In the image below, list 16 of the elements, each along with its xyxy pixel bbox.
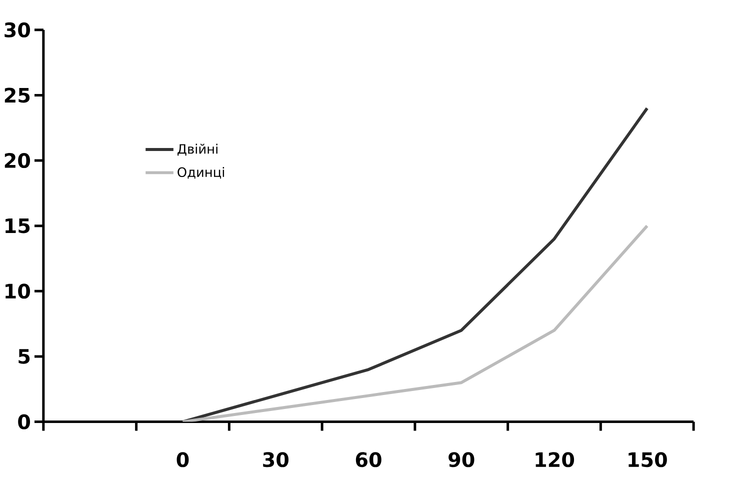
legend-label: Двійні [178, 144, 218, 156]
y-tick-label: 0 [18, 414, 30, 430]
y-tick-label: 30 [4, 22, 30, 38]
legend-label: Одинці [178, 167, 224, 179]
y-tick-label: 15 [6, 218, 30, 234]
x-tick-label: 60 [356, 452, 382, 468]
x-tick-label: 0 [176, 452, 189, 468]
x-tick-label: 150 [628, 452, 667, 468]
y-tick-label: 10 [6, 284, 30, 299]
x-tick-label: 30 [263, 452, 288, 468]
x-tick-label: 120 [536, 452, 574, 468]
x-tick-label: 90 [448, 452, 474, 468]
line-series [181, 224, 649, 422]
y-tick-label: 25 [4, 88, 30, 103]
y-tick-label: 5 [18, 349, 30, 364]
y-tick-label: 20 [4, 153, 30, 168]
